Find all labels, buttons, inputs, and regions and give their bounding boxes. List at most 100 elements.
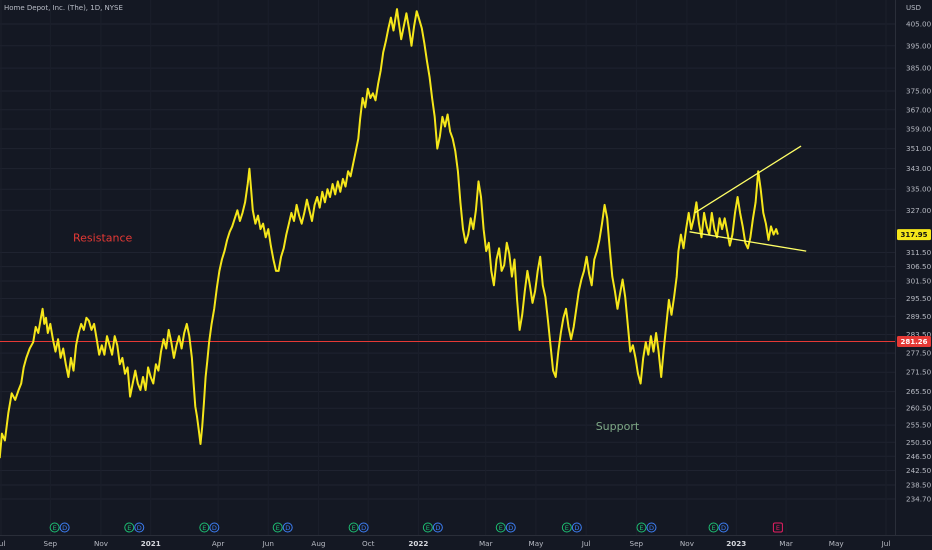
x-tick-label: Mar [779,539,793,548]
y-tick-label: 277.50 [906,349,932,358]
price-tags: 317.95 281.26 [897,229,931,347]
event-letter: D [649,524,654,532]
dividend-event-marker[interactable] [59,522,70,533]
event-letter: E [776,524,780,532]
y-tick-label: 289.50 [906,312,932,321]
x-tick-label: Apr [212,539,224,548]
price-tag [897,229,931,241]
y-tick-label: 405.00 [906,20,932,29]
dividend-event-marker[interactable] [282,522,293,533]
event-letter: E [426,524,430,532]
x-tick-label: Oct [362,539,375,548]
chart-title: Home Depot, Inc. (The), 1D, NYSE [4,4,123,12]
event-letter: E [127,524,131,532]
dividend-event-marker[interactable] [209,522,220,533]
earnings-event-marker[interactable] [199,522,210,533]
lower-trend-line[interactable] [689,231,807,252]
earnings-event-marker[interactable] [422,522,433,533]
event-letter: D [137,524,142,532]
upper-trend-line[interactable] [694,145,802,214]
y-tick-label: 242.50 [906,466,932,475]
y-tick-label: 335.00 [906,185,932,194]
y-tick-label: 375.00 [906,87,932,96]
x-tick-label: Sep [630,539,644,548]
earnings-event-marker[interactable] [708,522,719,533]
x-tick-label: Jul [581,539,591,548]
event-letter: E [53,524,57,532]
earnings-event-marker[interactable] [49,522,60,533]
event-letter: D [285,524,290,532]
y-tick-label: 385.00 [906,64,932,73]
dividend-event-marker[interactable] [134,522,145,533]
dividend-event-marker[interactable] [505,522,516,533]
x-tick-label: Aug [311,539,325,548]
y-tick-label: 306.50 [906,262,932,271]
y-tick-label: 367.00 [906,105,932,114]
y-tick-label: 271.50 [906,368,932,377]
y-tick-label: 301.50 [906,276,932,285]
price-line [0,8,779,459]
y-tick-label: 395.00 [906,41,932,50]
event-letter: D [361,524,366,532]
support-annotation[interactable]: Support [596,420,640,433]
y-tick-label: 351.00 [906,144,932,153]
y-tick-label: 265.50 [906,387,932,396]
price-series [0,8,779,459]
price-tag-label: 317.95 [900,231,927,239]
dividend-event-marker[interactable] [358,522,369,533]
trend-lines[interactable] [689,145,807,252]
price-tag-label: 281.26 [900,338,927,346]
annotations: Resistance Support [73,231,640,433]
dividend-event-marker[interactable] [432,522,443,533]
earnings-event-marker[interactable] [495,522,506,533]
y-tick-label: 311.50 [906,248,932,257]
dividend-event-marker[interactable] [718,522,729,533]
event-letter: D [508,524,513,532]
x-tick-label: 2023 [726,539,746,548]
earnings-event-marker[interactable] [772,522,783,533]
y-tick-label: 295.50 [906,294,932,303]
event-letter: E [639,524,643,532]
event-letter: E [352,524,356,532]
x-tick-label: Mar [479,539,493,548]
price-axis[interactable]: USD 405.00 395.00 385.00 375.00 367.00 359.00… [895,0,932,535]
event-letter: D [435,524,440,532]
earnings-event-marker[interactable] [272,522,283,533]
x-tick-label: May [529,539,545,548]
y-tick-label: 250.50 [906,438,932,447]
earnings-event-marker[interactable] [636,522,647,533]
time-axis[interactable]: Jul Sep Nov 2021 Apr Jun Aug Oct 2022 Mar May Jul Se… [0,535,932,549]
y-tick-label: 234.70 [906,495,932,504]
y-tick-label: 359.00 [906,124,932,133]
x-tick-label: Jul [881,539,891,548]
event-letter: E [276,524,280,532]
price-tag [897,335,931,347]
x-tick-label: 2021 [141,539,161,548]
y-tick-label: 238.50 [906,481,932,490]
dividend-event-marker[interactable] [571,522,582,533]
earnings-event-marker[interactable] [561,522,572,533]
event-letter: E [499,524,503,532]
y-tick-label: 283.50 [906,330,932,339]
earnings-event-marker[interactable] [124,522,135,533]
event-letter: D [721,524,726,532]
y-tick-label: 246.50 [906,452,932,461]
y-tick-label: 327.00 [906,206,932,215]
event-letter: E [711,524,715,532]
x-tick-label: Jul [0,539,5,548]
x-tick-label: Sep [44,539,58,548]
y-tick-label: 260.50 [906,404,932,413]
grid [0,23,895,500]
event-letter: D [62,524,67,532]
resistance-annotation[interactable]: Resistance [73,231,133,244]
x-tick-label: May [829,539,845,548]
event-letter: E [565,524,569,532]
currency-label: USD [906,4,921,12]
dividend-event-marker[interactable] [646,522,657,533]
event-letter: E [202,524,206,532]
x-tick-label: Nov [94,539,109,548]
earnings-event-marker[interactable] [348,522,359,533]
